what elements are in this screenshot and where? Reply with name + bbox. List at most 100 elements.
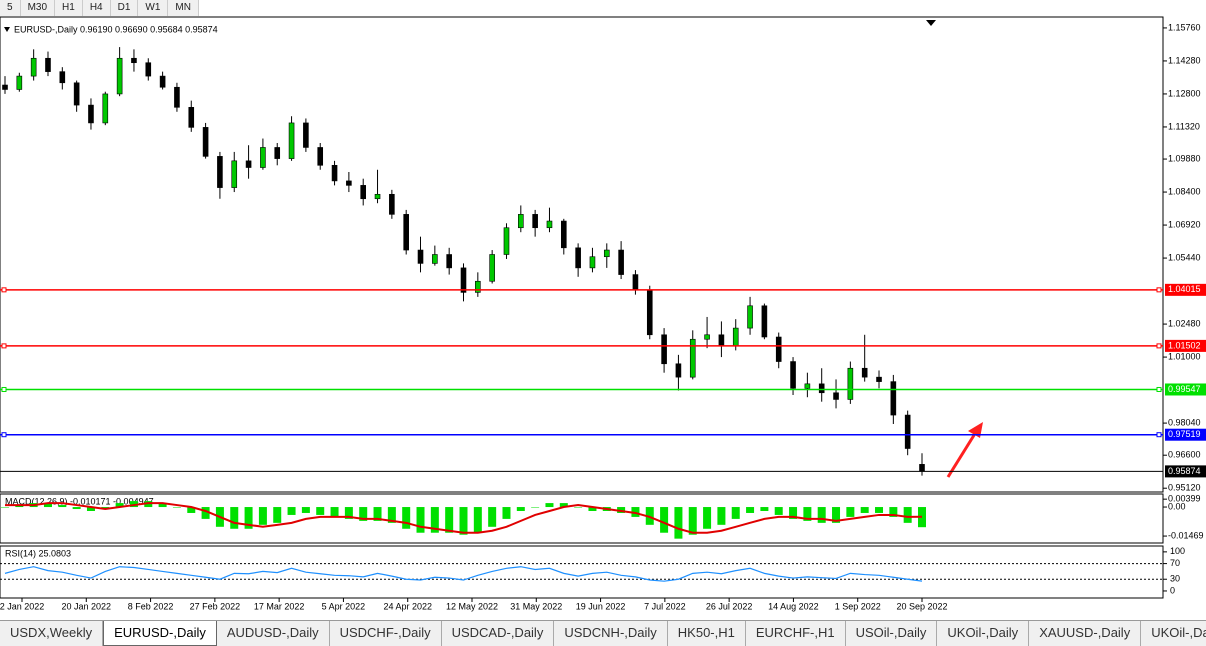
candle-body [45,57,51,72]
timeframe-button[interactable]: M30 [21,0,56,16]
rsi-panel [0,545,1164,599]
candle-body [274,147,281,159]
symbol-tab[interactable]: XAUUSD-,Daily [1029,621,1142,646]
shift-marker [926,20,936,26]
macd-bar [760,507,769,511]
symbol-tab[interactable]: UKOil-,Daily [937,621,1030,646]
macd-bar [201,507,210,519]
candle-body [346,180,352,186]
symbol-tab[interactable]: USDCNH-,Daily [554,621,668,646]
macd-bar [660,507,669,533]
macd-bar [1,507,9,508]
candle-body [30,57,37,77]
timeframe-button[interactable]: W1 [138,0,169,16]
candle-body [904,414,911,449]
candle-body [59,71,66,84]
macd-bar [387,507,396,523]
macd-bar [459,507,468,535]
macd-bar [158,503,167,508]
timeframe-button[interactable]: 5 [0,0,21,16]
candle-body [202,127,209,157]
level-handle [1156,343,1162,349]
symbol-tab[interactable]: EURUSD-,Daily [103,621,217,646]
symbol-tab[interactable]: USDX,Weekly [0,621,104,646]
macd-bar [803,507,812,521]
x-tick-label: 12 May 2022 [446,601,498,611]
symbol-tab[interactable]: EURCHF-,H1 [746,621,846,646]
macd-bar [688,507,697,535]
macd-bar [430,507,439,533]
chart: EURUSD-,Daily 0.96190 0.96690 0.95684 0.… [0,16,1206,611]
annotation-arrow [946,431,978,478]
macd-bar [273,507,282,523]
macd-bar [717,507,726,525]
symbol-tab[interactable]: USOil-,Daily [846,621,938,646]
candle-body [532,214,538,229]
macd-bar [402,507,411,529]
candle-body [747,305,753,329]
timeframe-button[interactable]: D1 [111,0,139,16]
macd-bar [588,507,597,511]
macd-bar [473,507,482,533]
macd-bar [301,507,310,513]
level-handle [1156,386,1162,392]
candle-body [818,383,825,394]
candle-body [16,75,23,90]
timeframe-button[interactable]: H1 [55,0,83,16]
macd-bar [445,507,454,533]
y-tick-label: 1.08400 [1168,186,1201,196]
x-tick-label: 7 Jul 2022 [644,601,686,611]
x-tick-label: 20 Sep 2022 [896,601,947,611]
x-tick-label: 17 Mar 2022 [254,601,305,611]
macd-bar [86,507,95,511]
y-tick-label: 1.15760 [1168,22,1201,32]
macd-bar [72,507,81,510]
main-panel [0,16,1164,493]
candle-body [231,160,238,188]
candle-body [833,392,839,400]
macd-bar [502,507,511,519]
level-handle [1156,287,1162,293]
candle-body [847,367,854,400]
candle-body [174,86,180,108]
symbol-tab[interactable]: USDCHF-,Daily [330,621,442,646]
macd-bar [43,503,52,508]
timeframe-button[interactable]: MN [168,0,199,16]
x-tick-label: 20 Jan 2022 [62,601,112,611]
x-tick-label: 8 Feb 2022 [128,601,174,611]
y-tick-label: -0.01469 [1168,530,1204,540]
macd-label: MACD(12,26,9) -0.010171 -0.004947 [5,496,154,506]
candle-body [417,249,424,264]
macd-bar [516,507,525,511]
y-tick-label: 100 [1170,546,1185,556]
candle-body [603,249,610,258]
rsi-line [4,566,923,582]
y-tick-label: 1.01000 [1168,351,1201,361]
timeframe-button[interactable]: H4 [83,0,111,16]
chart-header: EURUSD-,Daily 0.96190 0.96690 0.95684 0.… [14,24,218,34]
candle-body [775,336,782,362]
symbol-tab[interactable]: USDCAD-,Daily [442,621,555,646]
macd-bar [731,507,740,519]
macd-bar [903,507,912,523]
candle-body [245,160,252,168]
level-label-bg [1165,339,1206,352]
symbol-tab[interactable]: HK50-,H1 [668,621,746,646]
candle-body [145,62,152,77]
candle-body [73,82,80,106]
candle-body [876,376,882,382]
macd-bar [545,503,554,508]
macd-bar [172,507,181,508]
macd-bar [746,507,755,513]
y-tick-label: 1.02480 [1168,318,1201,328]
x-tick-label: 5 Apr 2022 [322,601,366,611]
level-label: 0.95874 [1168,466,1201,476]
level-label-bg [1165,428,1206,441]
candle-body [718,334,725,347]
rsi-label: RSI(14) 25.0803 [5,548,71,558]
candle-body [432,254,438,264]
candle-body [374,193,381,200]
candle-body [331,164,338,182]
symbol-tab[interactable]: UKOil-,Da [1141,621,1206,646]
symbol-tab[interactable]: AUDUSD-,Daily [217,621,330,646]
